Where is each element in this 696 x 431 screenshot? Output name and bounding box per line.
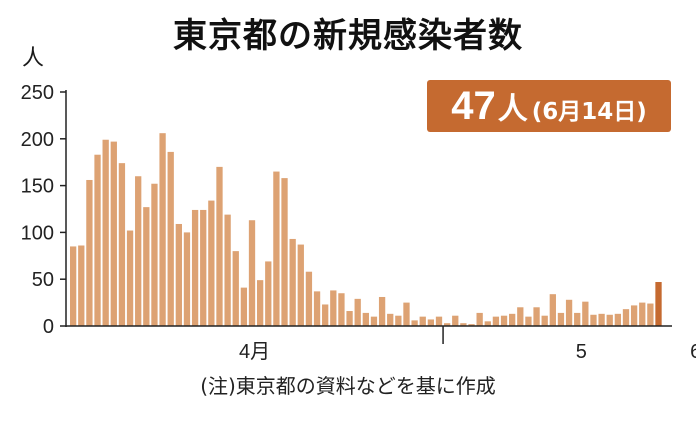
bar: [191, 209, 199, 326]
bar: [419, 316, 426, 326]
bar: [460, 323, 467, 326]
bar: [622, 309, 630, 326]
bar: [126, 230, 134, 326]
bar: [639, 302, 646, 326]
bar: [208, 200, 215, 326]
bar: [224, 214, 231, 326]
bar: [167, 151, 174, 326]
bar: [78, 245, 85, 326]
bar: [86, 179, 93, 326]
bar: [435, 316, 443, 326]
bar: [256, 280, 264, 326]
bar: [110, 141, 117, 326]
y-tick-label: 250: [21, 82, 54, 104]
bar: [159, 133, 166, 326]
bar: [655, 282, 662, 326]
x-month-label: 4月: [239, 341, 270, 363]
x-month-label: 5: [576, 341, 587, 363]
bar: [443, 323, 451, 326]
bar: [346, 311, 353, 326]
bar: [183, 232, 191, 326]
bar: [297, 244, 304, 326]
bar: [175, 223, 182, 326]
bar: [265, 261, 272, 326]
bar: [614, 313, 622, 326]
chart-title: 東京都の新規感染者数: [173, 16, 523, 56]
bar: [647, 303, 654, 326]
callout-unit: 人: [497, 93, 528, 126]
latest-value-callout: 47 人 (6月14日): [427, 80, 671, 132]
bar: [273, 171, 280, 326]
bar: [541, 315, 548, 326]
bar: [492, 316, 500, 326]
bar: [468, 324, 475, 326]
bar: [476, 312, 483, 326]
bar: [411, 320, 418, 326]
bar: [427, 319, 435, 326]
bar: [102, 139, 109, 326]
source-note: (注)東京都の資料などを基に作成: [200, 374, 496, 398]
bar: [338, 293, 345, 326]
y-tick-label: 150: [21, 176, 54, 198]
bar: [370, 316, 378, 326]
bar: [354, 298, 361, 326]
bar: [395, 315, 402, 326]
bar: [517, 307, 524, 326]
bar: [500, 315, 508, 326]
callout-date: (6月14日): [531, 99, 647, 125]
bar: [403, 302, 410, 326]
bar: [557, 312, 565, 326]
callout-value: 47: [451, 83, 496, 128]
bar: [281, 178, 288, 326]
bar: [200, 209, 207, 326]
bar: [330, 290, 337, 326]
bar: [248, 220, 256, 326]
y-axis-unit-label: 人: [22, 46, 45, 71]
bar: [549, 294, 556, 326]
bar: [574, 312, 581, 326]
bar: [525, 316, 532, 326]
y-tick-label: 100: [21, 222, 54, 244]
bar: [606, 314, 613, 326]
bar: [582, 301, 589, 326]
bar: [94, 154, 101, 326]
bar: [305, 271, 313, 326]
bar: [484, 321, 491, 326]
bar: [240, 287, 248, 326]
bar: [151, 183, 158, 326]
bar: [533, 307, 540, 326]
bar: [135, 176, 142, 326]
y-tick-label: 200: [21, 129, 54, 151]
bar: [216, 166, 223, 326]
bar: [387, 313, 394, 326]
bar: [232, 251, 239, 326]
bar: [143, 207, 150, 326]
bar: [378, 296, 386, 326]
bar: [362, 312, 369, 326]
bar: [590, 314, 597, 326]
bar: [289, 238, 296, 326]
bar: [509, 313, 516, 326]
bar: [598, 313, 605, 326]
bar: [322, 304, 329, 326]
bar: [452, 315, 459, 326]
bar: [70, 246, 77, 326]
bar: [630, 305, 638, 326]
bar: [313, 291, 321, 326]
x-month-label: 6: [690, 341, 696, 363]
y-tick-label: 50: [32, 269, 54, 291]
y-tick-label: 0: [43, 316, 54, 338]
bar: [565, 299, 573, 326]
bar: [118, 163, 126, 326]
